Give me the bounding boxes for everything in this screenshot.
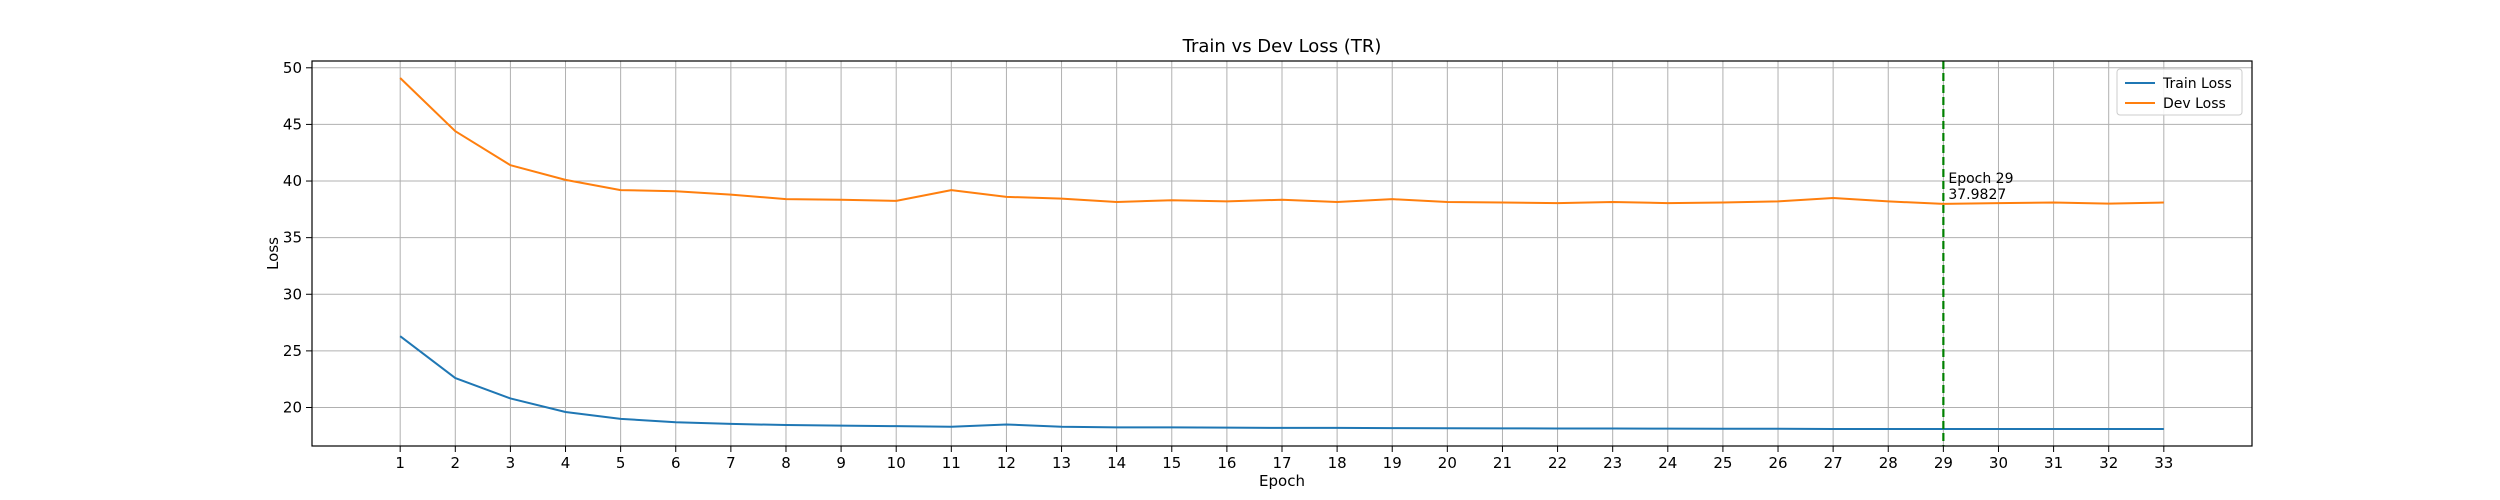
x-tick-label: 5	[616, 454, 626, 472]
x-tick-label: 3	[506, 454, 516, 472]
best-epoch-annotation: Epoch 29 37.9827	[1942, 61, 2014, 446]
y-tick-label: 45	[283, 115, 302, 133]
x-tick-label: 21	[1493, 454, 1512, 472]
y-tick-label: 50	[283, 59, 302, 77]
series-lines	[399, 77, 2164, 431]
x-tick-label: 20	[1438, 454, 1457, 472]
y-tick-label: 40	[283, 172, 302, 190]
x-tick-label: 11	[942, 454, 961, 472]
x-tick-label: 26	[1768, 454, 1787, 472]
y-tick-label: 25	[283, 342, 302, 360]
x-tick-label: 13	[1052, 454, 1071, 472]
x-tick-label: 12	[997, 454, 1016, 472]
x-tick-label: 22	[1548, 454, 1567, 472]
x-tick-label: 25	[1713, 454, 1732, 472]
axis-ticks: 1 2 3 4 5 6 7 8 9 10 11 12 13 14 15 16 17 18 19 20 21 22 23 24 2…	[283, 59, 2173, 472]
chart-title: Train vs Dev Loss (TR)	[1182, 36, 1382, 57]
x-tick-label: 7	[726, 454, 736, 472]
grid	[312, 61, 2252, 446]
dev-loss-line	[399, 77, 2164, 205]
x-tick-label: 32	[2099, 454, 2118, 472]
x-tick-label: 30	[1989, 454, 2008, 472]
legend-label-train: Train Loss	[2162, 76, 2232, 92]
y-tick-label: 20	[283, 399, 302, 417]
x-tick-label: 18	[1328, 454, 1347, 472]
x-tick-label: 23	[1603, 454, 1622, 472]
y-axis-label: Loss	[264, 237, 282, 270]
x-tick-label: 15	[1162, 454, 1181, 472]
x-tick-label: 14	[1107, 454, 1126, 472]
x-tick-label: 2	[451, 454, 461, 472]
x-tick-label: 27	[1824, 454, 1843, 472]
x-tick-label: 31	[2044, 454, 2063, 472]
y-tick-label: 30	[283, 285, 302, 303]
x-tick-label: 28	[1879, 454, 1898, 472]
train-loss-line	[399, 335, 2164, 431]
x-tick-label: 29	[1934, 454, 1953, 472]
y-tick-label: 35	[283, 229, 302, 247]
x-tick-label: 4	[561, 454, 571, 472]
x-tick-label: 9	[836, 454, 846, 472]
x-tick-label: 16	[1217, 454, 1236, 472]
x-tick-label: 17	[1272, 454, 1291, 472]
x-tick-label: 33	[2154, 454, 2173, 472]
x-tick-label: 1	[395, 454, 405, 472]
legend-label-dev: Dev Loss	[2163, 96, 2226, 112]
x-tick-label: 10	[887, 454, 906, 472]
legend: Train Loss Dev Loss	[2116, 68, 2243, 116]
annotation-epoch-label: Epoch 29	[1948, 171, 2013, 187]
x-tick-label: 8	[781, 454, 791, 472]
x-tick-label: 24	[1658, 454, 1677, 472]
x-tick-label: 6	[671, 454, 681, 472]
x-axis-label: Epoch	[1259, 472, 1305, 490]
x-tick-label: 19	[1383, 454, 1402, 472]
annotation-value-label: 37.9827	[1948, 187, 2006, 203]
